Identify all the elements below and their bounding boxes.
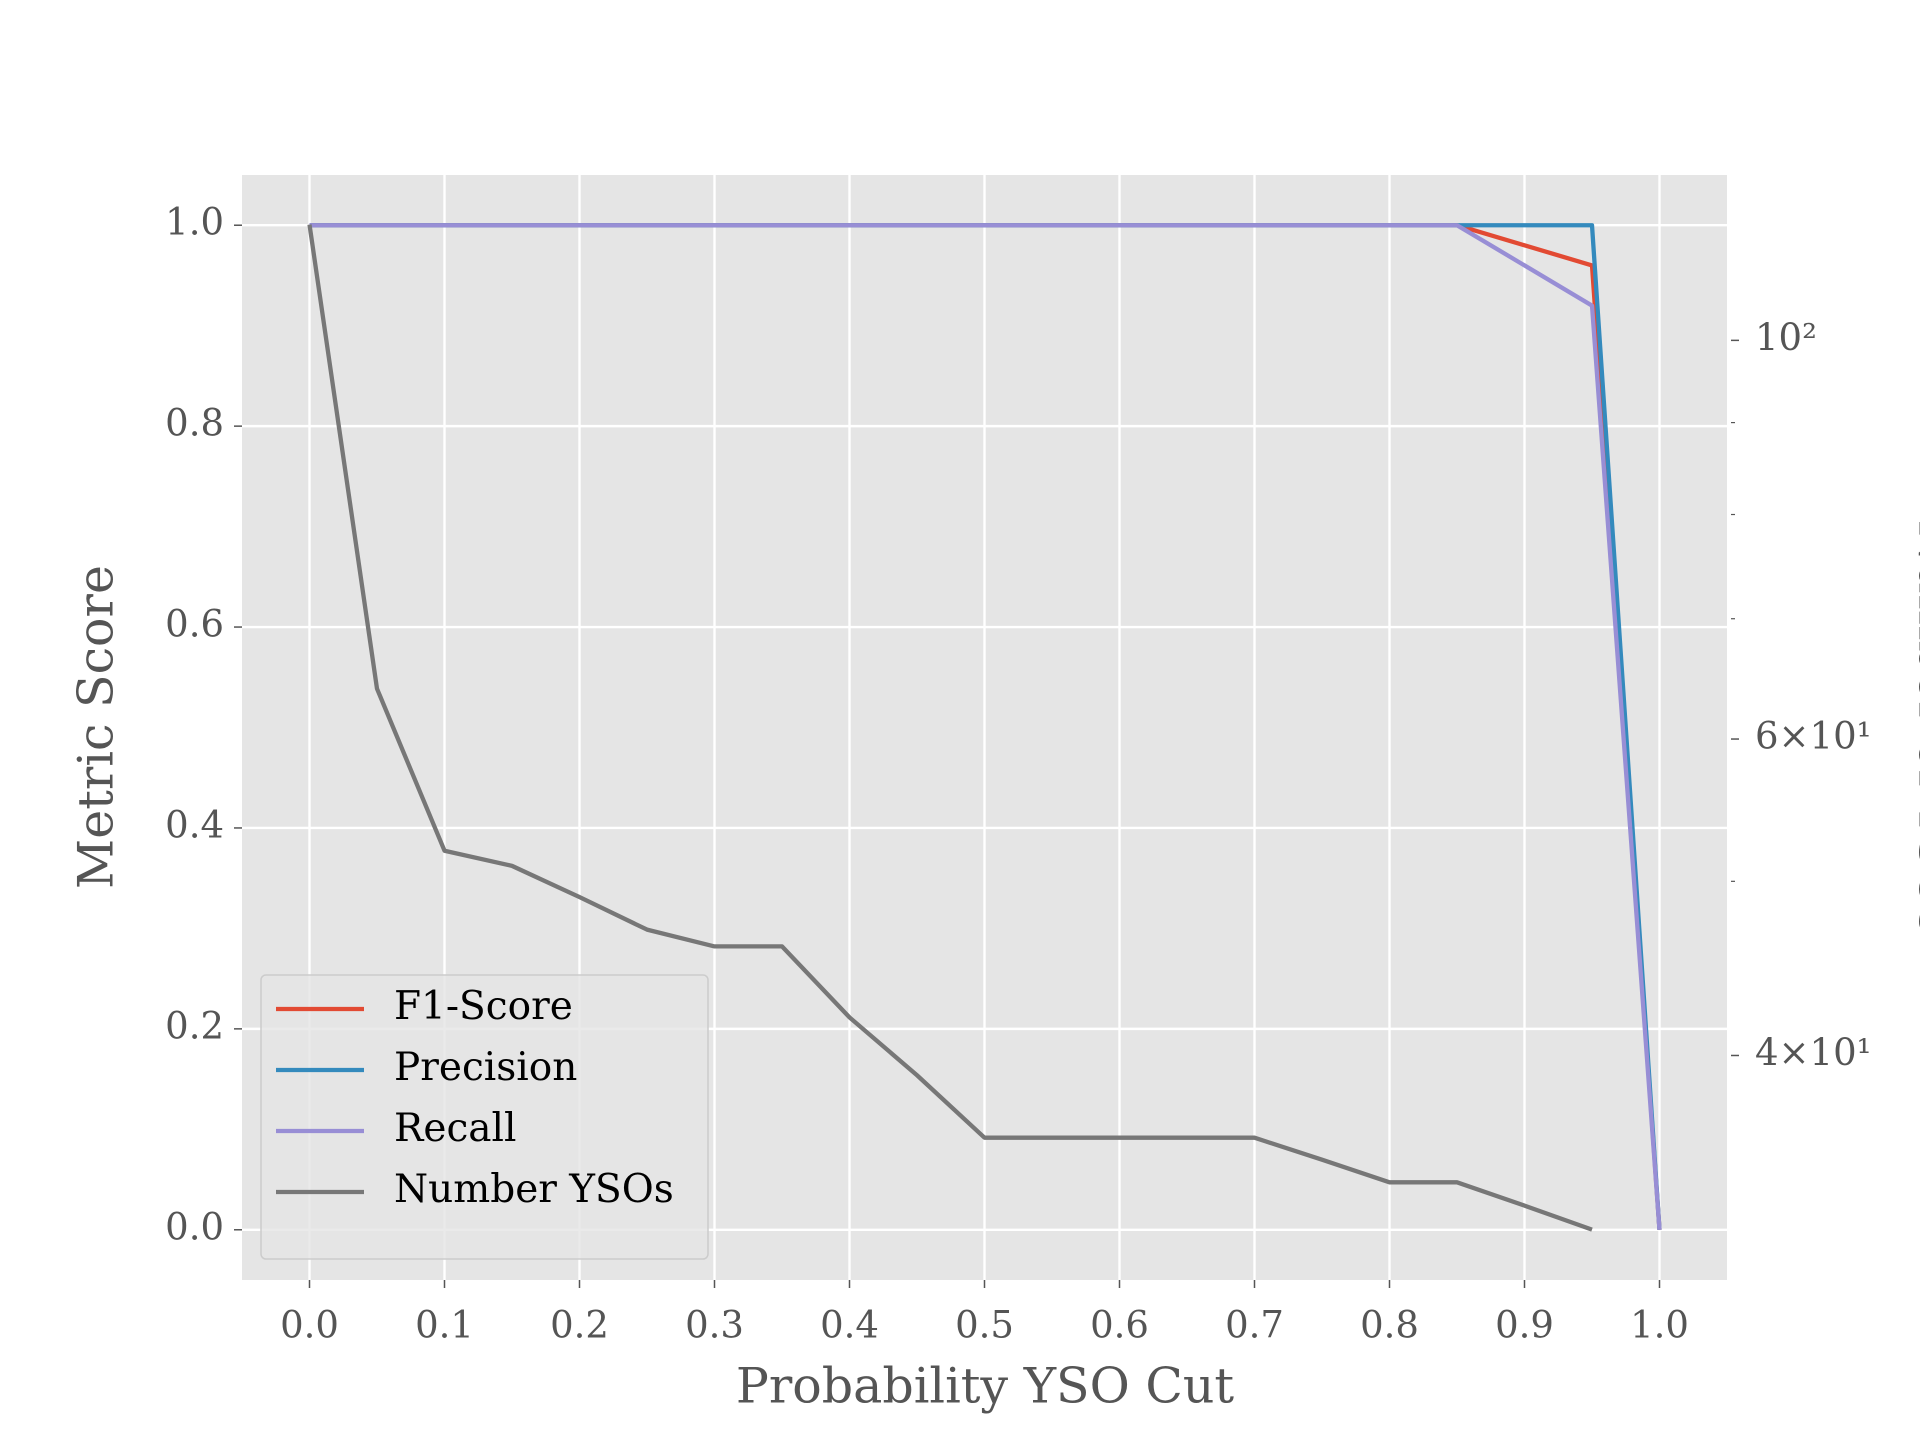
y-tick-label: 1.0	[165, 201, 224, 244]
y-tick-label: 0.4	[165, 803, 224, 846]
legend-label: Number YSOs	[394, 1167, 674, 1212]
x-tick-label: 0.8	[1360, 1304, 1419, 1347]
y-axis-label: Metric Score	[68, 565, 125, 889]
x-tick-label: 0.4	[820, 1304, 879, 1347]
series-line	[309, 223, 1662, 1230]
series-line	[307, 224, 1593, 1232]
x-tick-label: 0.9	[1495, 1304, 1554, 1347]
y2-tick-label: 10²	[1755, 316, 1817, 359]
x-tick-label: 0.1	[415, 1304, 474, 1347]
y2-axis-label: Number of YSOs	[1908, 520, 1920, 935]
x-tick-label: 0.3	[685, 1304, 744, 1347]
legend-label: Precision	[394, 1045, 577, 1090]
legend-box	[260, 974, 709, 1260]
x-tick-label: 0.5	[955, 1304, 1014, 1347]
y-tick-label: 0.0	[165, 1205, 224, 1248]
y-tick-label: 0.2	[165, 1004, 224, 1047]
x-tick-label: 0.0	[280, 1304, 339, 1347]
legend-label: F1-Score	[394, 984, 573, 1029]
y2-tick-label: 6×10¹	[1755, 715, 1871, 758]
x-axis-label: Probability YSO Cut	[736, 1358, 1235, 1415]
x-tick-label: 0.2	[550, 1304, 609, 1347]
y-tick-label: 0.6	[165, 603, 224, 646]
y-tick-label: 0.8	[165, 402, 224, 445]
legend-label: Recall	[394, 1106, 516, 1151]
x-tick-label: 1.0	[1630, 1304, 1689, 1347]
x-tick-label: 0.7	[1225, 1304, 1284, 1347]
y2-tick-label: 4×10¹	[1755, 1031, 1871, 1074]
x-tick-label: 0.6	[1090, 1304, 1149, 1347]
